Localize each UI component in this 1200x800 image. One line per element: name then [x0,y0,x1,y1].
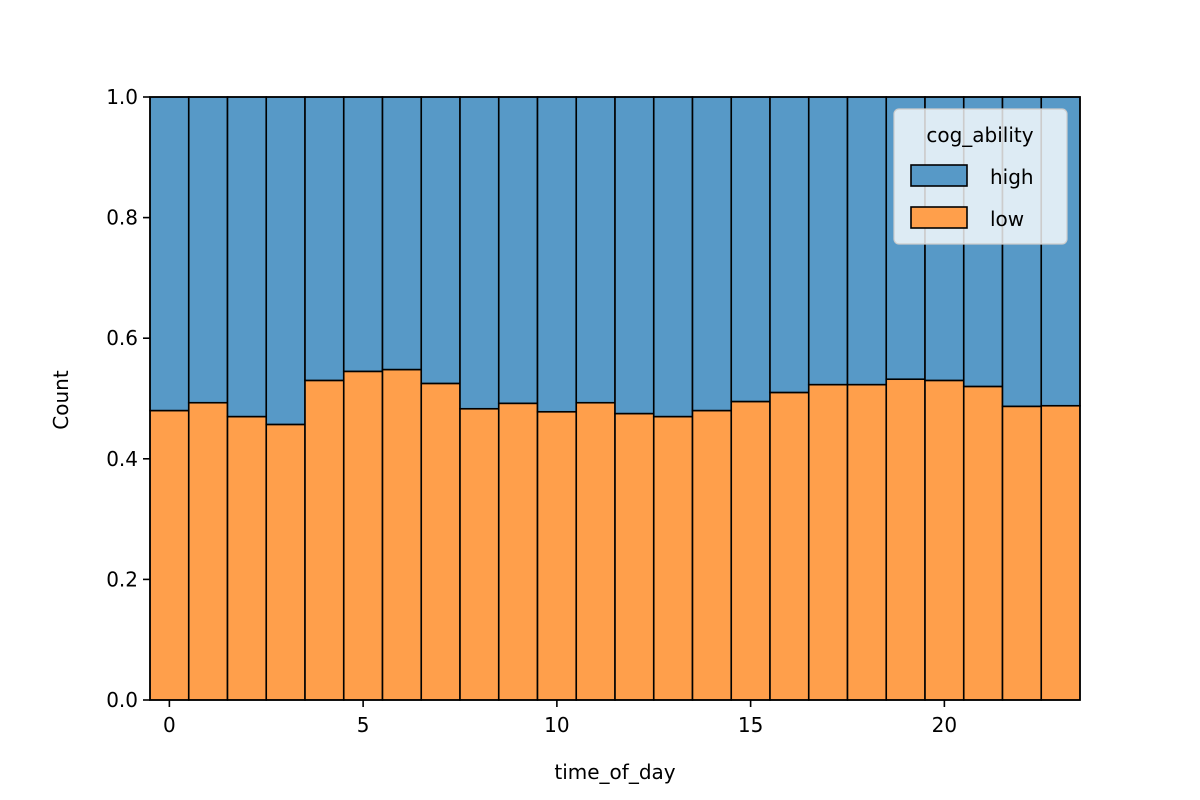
x-tick-label-15: 15 [738,713,763,737]
plot-frame [149,96,1081,701]
bar-low-19 [885,378,926,701]
bar-high-9 [497,96,539,405]
bar-low-16 [769,391,810,701]
bar-low-15 [730,400,771,701]
bar-high-6 [381,96,423,371]
bar-low-18 [846,383,888,701]
y-tick-label-3: 0.6 [106,326,138,350]
bar-low-22 [1001,405,1043,701]
bar-high-13 [652,96,694,418]
bar-high-10 [536,96,578,413]
bar-low-13 [652,415,694,701]
bar-low-21 [962,385,1004,701]
bar-low-10 [536,410,578,701]
bar-low-12 [614,412,655,701]
legend-swatch-high [910,164,968,187]
y-tick-label-4: 0.8 [106,206,138,230]
bar-high-17 [807,96,849,386]
legend-title: cog_ability [926,123,1033,147]
bar-low-3 [265,423,306,701]
x-tick-label-5: 5 [357,713,370,737]
bar-high-1 [187,96,229,404]
bar-low-23 [1040,404,1081,701]
bar-low-20 [924,379,965,701]
legend-swatch-low [910,206,968,229]
bar-low-5 [342,370,384,701]
y-tick-label-0: 0.0 [106,688,138,712]
bar-high-5 [342,96,384,373]
legend: cog_ability high low [893,108,1068,245]
bar-high-0 [149,96,190,412]
bar-low-8 [459,407,500,701]
bar-low-11 [575,401,616,701]
legend-label-low: low [990,207,1024,231]
x-axis-title: time_of_day [554,760,675,784]
bar-high-4 [304,96,345,382]
y-tick-label-1: 0.2 [106,567,138,591]
bar-low-9 [497,402,539,701]
y-tick-label-5: 1.0 [106,85,138,109]
x-tick-label-0: 0 [163,713,176,737]
x-tick-label-10: 10 [544,713,569,737]
bar-high-11 [575,96,616,404]
bar-high-2 [226,96,268,418]
bar-high-18 [846,96,888,386]
bar-high-8 [459,96,500,410]
bar-low-6 [381,368,423,701]
bar-high-16 [769,96,810,394]
bar-high-3 [265,96,306,426]
y-axis-ticks: 0.0 0.2 0.4 0.6 0.8 1.0 [106,85,150,712]
legend-label-high: high [990,165,1034,189]
bar-high-12 [614,96,655,415]
bar-high-7 [420,96,461,385]
bar-high-15 [730,96,771,403]
y-tick-label-2: 0.4 [106,447,138,471]
bar-low-17 [807,383,849,701]
y-axis-title: Count [49,370,73,430]
bar-low-1 [187,401,229,701]
bar-low-2 [226,415,268,701]
axes-group [149,96,1081,701]
x-tick-label-20: 20 [932,713,957,737]
bar-high-14 [691,96,733,412]
x-axis-ticks: 0 5 10 15 20 [163,700,957,737]
bar-low-7 [420,382,461,701]
bar-low-14 [691,409,733,701]
bar-low-4 [304,379,345,701]
bar-low-0 [149,409,190,701]
